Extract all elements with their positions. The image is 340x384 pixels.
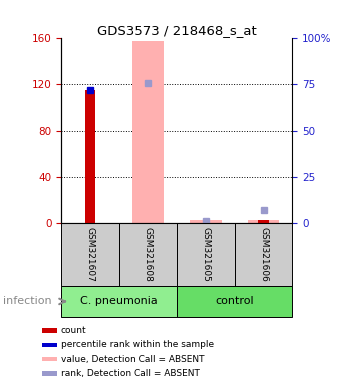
Text: control: control xyxy=(215,296,254,306)
Bar xyxy=(190,220,222,223)
Bar xyxy=(61,286,177,317)
Text: GSM321605: GSM321605 xyxy=(201,227,210,282)
Title: GDS3573 / 218468_s_at: GDS3573 / 218468_s_at xyxy=(97,24,257,37)
Bar xyxy=(42,328,57,333)
Text: count: count xyxy=(61,326,86,335)
Text: infection: infection xyxy=(3,296,52,306)
Text: GSM321608: GSM321608 xyxy=(143,227,152,282)
Text: value, Detection Call = ABSENT: value, Detection Call = ABSENT xyxy=(61,355,204,364)
Bar xyxy=(119,223,177,286)
Bar xyxy=(258,220,269,223)
Bar xyxy=(177,223,235,286)
Bar xyxy=(85,90,95,223)
Text: GSM321606: GSM321606 xyxy=(259,227,268,282)
Bar xyxy=(248,220,279,223)
Text: GSM321607: GSM321607 xyxy=(86,227,95,282)
Bar xyxy=(132,41,164,223)
Text: percentile rank within the sample: percentile rank within the sample xyxy=(61,340,214,349)
Text: C. pneumonia: C. pneumonia xyxy=(80,296,158,306)
Text: rank, Detection Call = ABSENT: rank, Detection Call = ABSENT xyxy=(61,369,200,378)
Bar xyxy=(61,223,119,286)
Bar xyxy=(235,223,292,286)
Bar xyxy=(177,286,292,317)
Bar xyxy=(42,357,57,361)
Bar xyxy=(42,371,57,376)
Bar xyxy=(42,343,57,347)
